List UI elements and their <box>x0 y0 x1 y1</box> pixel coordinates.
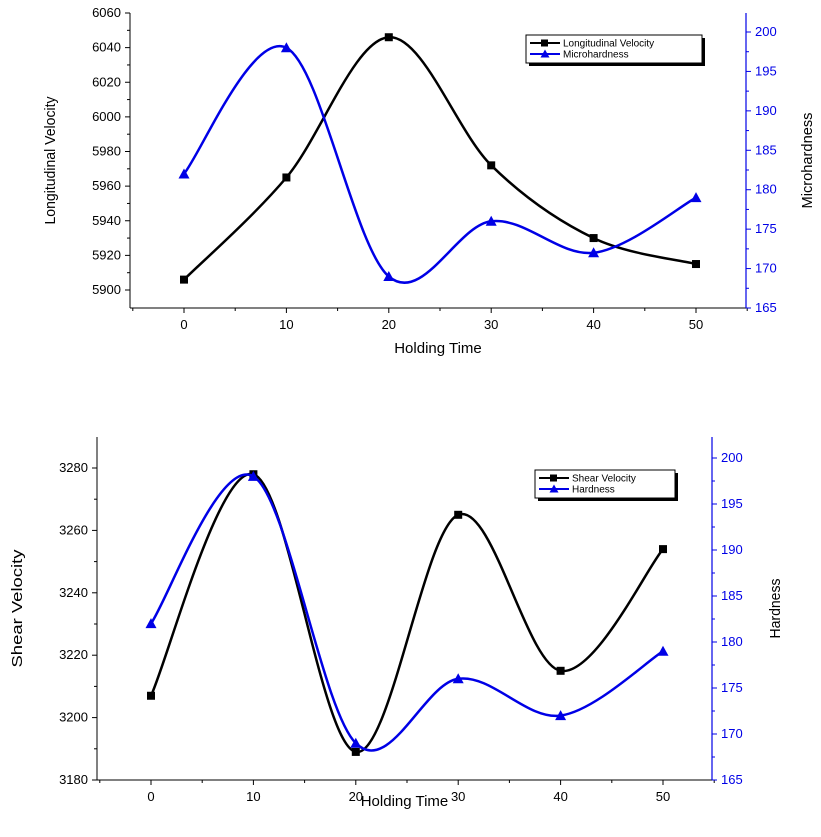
data-point <box>247 470 259 481</box>
data-point <box>384 33 393 42</box>
x-axis-label: Holding Time <box>394 340 482 357</box>
data-point <box>690 192 702 203</box>
data-point <box>657 645 669 656</box>
y-tick-label: 3180 <box>59 772 88 787</box>
x-tick-label: 0 <box>180 317 187 332</box>
legend-box <box>534 469 676 499</box>
y2-tick-label: 165 <box>755 300 777 315</box>
legend-marker <box>540 49 550 58</box>
data-point <box>147 691 155 700</box>
y2-tick-label: 185 <box>755 142 777 157</box>
y2-tick-label: 195 <box>721 496 743 511</box>
y-tick-label: 5960 <box>92 178 121 193</box>
y2-tick-label: 170 <box>721 726 743 741</box>
data-point <box>659 545 667 554</box>
series-line <box>149 473 664 752</box>
legend-label: Hardness <box>572 485 615 496</box>
y-tick-label: 3280 <box>59 460 88 475</box>
legend-label: Longitudinal Velocity <box>563 39 654 50</box>
y-tick-label: 6040 <box>92 40 121 55</box>
data-point <box>383 270 395 281</box>
y-tick-label: 6020 <box>92 74 121 89</box>
y2-tick-label: 190 <box>755 103 777 118</box>
data-point <box>589 234 598 243</box>
data-point <box>351 747 360 756</box>
x-tick-label: 40 <box>553 789 567 804</box>
data-point <box>452 673 464 684</box>
data-point <box>180 275 188 284</box>
y-tick-label: 3220 <box>59 647 88 662</box>
y-tick-label: 5940 <box>92 213 121 228</box>
data-point <box>555 710 567 721</box>
x-tick-label: 10 <box>246 789 260 804</box>
data-point <box>485 215 497 226</box>
y-tick-label: 5900 <box>92 282 121 297</box>
y-tick-label: 3240 <box>59 585 88 600</box>
x-tick-label: 40 <box>586 317 600 332</box>
x-tick-label: 0 <box>147 789 154 804</box>
y2-axis-label: Hardness <box>767 579 784 639</box>
y-tick-label: 3260 <box>59 522 88 537</box>
y2-tick-label: 180 <box>755 182 777 197</box>
y2-tick-label: 170 <box>755 261 777 276</box>
data-point <box>178 168 190 179</box>
data-point <box>487 161 496 170</box>
y2-tick-label: 165 <box>721 772 743 787</box>
series-line <box>183 35 697 281</box>
legend-label: Microhardness <box>563 50 629 61</box>
x-tick-label: 20 <box>349 789 363 804</box>
y2-tick-label: 190 <box>721 542 743 557</box>
series-line <box>149 472 664 754</box>
legend-label: Shear Velocity <box>572 474 636 485</box>
data-point <box>588 247 600 258</box>
data-point <box>454 510 463 519</box>
legend-marker <box>541 39 548 47</box>
y-tick-label: 6000 <box>92 109 121 124</box>
x-tick-label: 50 <box>656 789 670 804</box>
y-tick-label: 5920 <box>92 247 121 262</box>
data-point <box>280 42 292 53</box>
legend-marker <box>550 474 557 482</box>
x-axis-label: Holding Time <box>361 793 449 810</box>
y-tick-label: 6060 <box>92 5 121 20</box>
data-point <box>282 173 291 182</box>
legend-box <box>525 34 703 64</box>
y2-tick-label: 180 <box>721 634 743 649</box>
y2-axis-label: Microhardness <box>799 113 816 209</box>
y-axis-label: Longitudinal Velocity <box>42 96 59 224</box>
y-tick-label: 3200 <box>59 710 88 725</box>
y-axis-label: Shear Velocity <box>9 549 26 668</box>
data-point <box>145 618 157 629</box>
chart-2: 0 10 20 30 40 50 3180 3200 3220 3240 3260 3280 165 17… <box>9 437 784 810</box>
legend-marker <box>549 484 559 493</box>
y2-tick-label: 185 <box>721 588 743 603</box>
x-tick-label: 10 <box>279 317 293 332</box>
data-point <box>556 666 565 675</box>
data-point <box>350 737 362 748</box>
y2-tick-label: 200 <box>721 450 743 465</box>
y2-tick-label: 195 <box>755 63 777 78</box>
y2-tick-label: 175 <box>755 221 777 236</box>
data-point <box>692 260 700 269</box>
x-tick-label: 50 <box>689 317 703 332</box>
y2-tick-label: 200 <box>755 24 777 39</box>
y2-tick-label: 175 <box>721 680 743 695</box>
x-tick-label: 20 <box>382 317 396 332</box>
x-tick-label: 30 <box>451 789 465 804</box>
x-tick-label: 30 <box>484 317 498 332</box>
chart-1: 0 10 20 30 40 50 5900 5920 5940 5960 5980 6000 6020 6… <box>42 5 816 357</box>
y-tick-label: 5980 <box>92 144 121 159</box>
